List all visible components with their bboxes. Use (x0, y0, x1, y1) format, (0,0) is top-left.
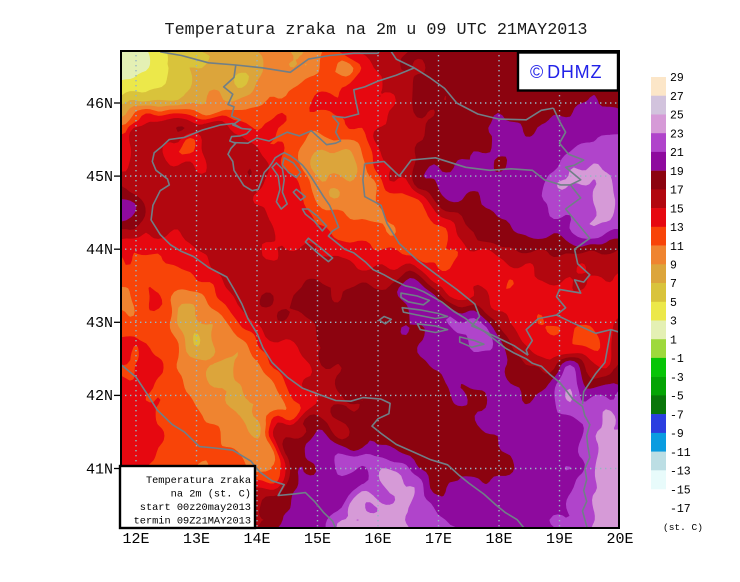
svg-text:11: 11 (670, 241, 684, 254)
svg-text:-9: -9 (670, 428, 684, 441)
svg-text:-7: -7 (670, 409, 684, 422)
svg-text:-3: -3 (670, 372, 684, 385)
svg-text:-11: -11 (670, 447, 691, 460)
svg-text:13E: 13E (183, 531, 210, 548)
svg-text:-15: -15 (670, 484, 691, 497)
svg-text:41N: 41N (86, 461, 113, 478)
svg-text:©DHMZ: © DHMZ (530, 62, 602, 82)
svg-text:23: 23 (670, 128, 684, 141)
svg-text:-1: -1 (670, 353, 684, 366)
svg-text:14E: 14E (243, 531, 270, 548)
svg-text:12E: 12E (122, 531, 149, 548)
svg-text:29: 29 (670, 72, 684, 85)
svg-text:43N: 43N (86, 315, 113, 332)
svg-text:19: 19 (670, 166, 684, 179)
svg-text:15: 15 (670, 203, 684, 216)
svg-text:Temperatura zraka na 2m u 09 U: Temperatura zraka na 2m u 09 UTC 21MAY20… (165, 21, 588, 40)
svg-text:-17: -17 (670, 503, 691, 516)
svg-text:25: 25 (670, 110, 684, 123)
svg-text:21: 21 (670, 147, 684, 160)
svg-text:Temperatura zraka: Temperatura zraka (146, 475, 251, 487)
svg-text:19E: 19E (546, 531, 573, 548)
svg-text:3: 3 (670, 316, 677, 329)
svg-text:(st. C): (st. C) (663, 522, 703, 533)
svg-text:45N: 45N (86, 169, 113, 186)
svg-text:46N: 46N (86, 96, 113, 113)
svg-text:20E: 20E (606, 531, 633, 548)
svg-text:na 2m (st. C): na 2m (st. C) (171, 489, 251, 501)
svg-text:1: 1 (670, 334, 677, 347)
svg-text:27: 27 (670, 91, 684, 104)
svg-text:44N: 44N (86, 242, 113, 259)
svg-text:7: 7 (670, 278, 677, 291)
svg-text:start 00z20may2013: start 00z20may2013 (140, 502, 251, 514)
svg-text:5: 5 (670, 297, 677, 310)
svg-text:16E: 16E (364, 531, 391, 548)
svg-text:termin 09Z21MAY2013: termin 09Z21MAY2013 (134, 516, 251, 528)
svg-text:17E: 17E (425, 531, 452, 548)
svg-text:9: 9 (670, 260, 677, 273)
svg-text:17: 17 (670, 185, 684, 198)
svg-text:42N: 42N (86, 388, 113, 405)
svg-text:-5: -5 (670, 391, 684, 404)
svg-text:13: 13 (670, 222, 684, 235)
svg-text:15E: 15E (304, 531, 331, 548)
svg-text:-13: -13 (670, 466, 691, 479)
svg-text:18E: 18E (485, 531, 512, 548)
